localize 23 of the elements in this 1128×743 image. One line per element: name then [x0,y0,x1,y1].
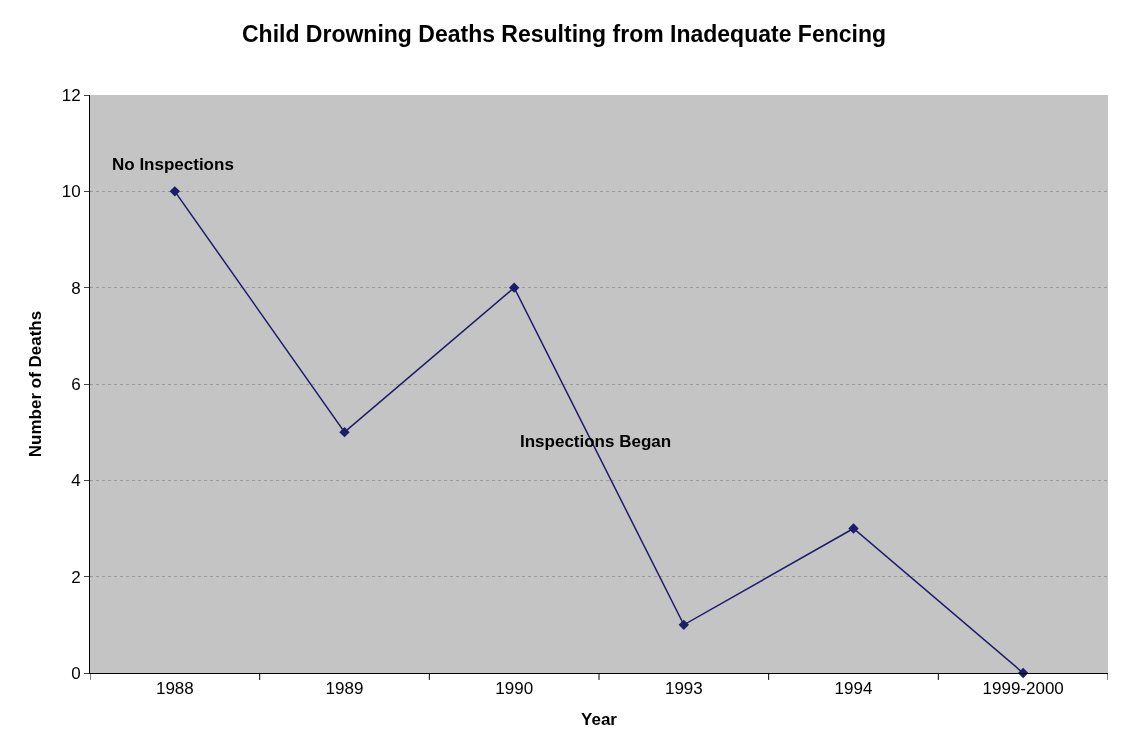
y-tick-label: 10 [61,182,81,202]
y-tick-label: 0 [71,663,81,683]
y-tick-label: 6 [71,374,81,394]
y-tick-label: 8 [71,278,81,298]
annotation: No Inspections [112,155,234,174]
x-tick-label: 1990 [495,679,534,699]
point [678,619,690,631]
point [848,523,859,534]
x-tick-label: 1988 [155,679,194,699]
point [339,426,350,438]
chart-title: Child Drowning Deaths Resulting from Inadequate Fencing [241,21,887,48]
y-tick-label: 12 [61,85,81,105]
x-tick-label: 1994 [834,679,873,699]
x-tick-label: 1989 [325,679,364,699]
point [169,186,181,197]
y-tick-label: 2 [71,567,81,587]
y-axis-title: Number of Deaths [26,310,46,458]
x-axis-title: Year [581,709,618,729]
x-tick-label: 1993 [664,679,703,699]
point [1017,667,1029,679]
point [508,282,520,293]
y-tick-label: 4 [71,471,81,491]
x-tick-label: 1999-2000 [982,679,1064,699]
